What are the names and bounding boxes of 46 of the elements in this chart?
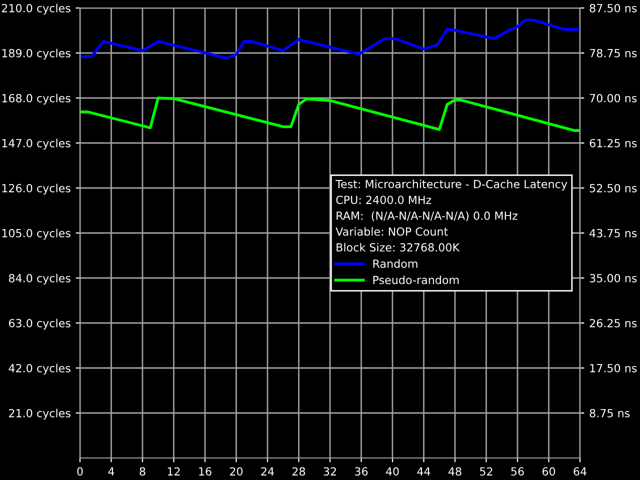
x-tick-label: 12	[168, 467, 180, 476]
y2-tick-label: 26.25 ns	[590, 318, 637, 328]
x-tick-label: 52	[480, 467, 492, 476]
x-tick-label: 44	[417, 467, 430, 476]
y2-tick-label: 43.75 ns	[590, 228, 637, 238]
legend-label: Pseudo-random	[373, 276, 459, 284]
x-tick-label: 40	[386, 467, 399, 476]
y-tick-label: 189.0 cycles	[2, 48, 70, 60]
annotation: RAM: (N/A-N/A-N/A-N/A) 0.0 MHz	[336, 211, 518, 222]
line-series	[80, 18, 580, 60]
y-tick-label: 147.0 cycles	[2, 138, 70, 150]
annotation: CPU: 2400.0 MHz	[336, 196, 432, 204]
y2-tick-label: 35.00 ns	[590, 274, 637, 282]
y2-tick-label: 52.50 ns	[590, 184, 637, 192]
annotation: Variable: NOP Count	[336, 227, 448, 236]
y2-tick-label: 8.75 ns	[590, 408, 630, 418]
annotation: Block Size: 32768.00K	[336, 242, 460, 252]
y2-tick-label: 78.75 ns	[590, 48, 637, 58]
text: Test: Microarchitecture - D-Cache Latency	[336, 180, 568, 190]
x-tick-label: 16	[199, 467, 212, 476]
y2-tick-label: 70.00 ns	[590, 94, 637, 102]
y-tick-label: 21.0 cycles	[9, 408, 70, 420]
y-tick-label: 42.0 cycles	[8, 364, 70, 375]
x-tick-label: 56	[511, 467, 524, 476]
x-tick-label: 60	[542, 467, 556, 476]
x-tick-label: 36	[355, 467, 368, 476]
y-tick-label: 210.0 cycles	[2, 4, 70, 15]
x-tick-label: 32	[324, 467, 336, 476]
line-series	[80, 96, 580, 132]
y-tick-label: 84.0 cycles	[8, 274, 70, 285]
x-tick-label: 8	[140, 467, 146, 476]
y-tick-label: 63.0 cycles	[8, 318, 70, 330]
x-tick-label: 4	[108, 467, 114, 476]
y-tick-label: 168.0 cycles	[2, 94, 70, 105]
x-tick-label: 64	[574, 467, 586, 476]
y2-tick-label: 87.50 ns	[590, 4, 637, 12]
x-tick-label: 24	[261, 467, 274, 476]
x-tick-label: 48	[448, 467, 462, 476]
y2-tick-label: 61.25 ns	[590, 138, 637, 148]
x-tick-label: 28	[292, 467, 306, 476]
legend-label: Random	[373, 259, 418, 268]
x-tick-label: 20	[230, 467, 243, 476]
x-tick-label: 0	[77, 467, 83, 476]
y2-tick-label: 17.50 ns	[590, 364, 637, 372]
y-tick-label: 105.0 cycles	[2, 228, 70, 240]
y-tick-label: 126.0 cycles	[2, 184, 70, 195]
